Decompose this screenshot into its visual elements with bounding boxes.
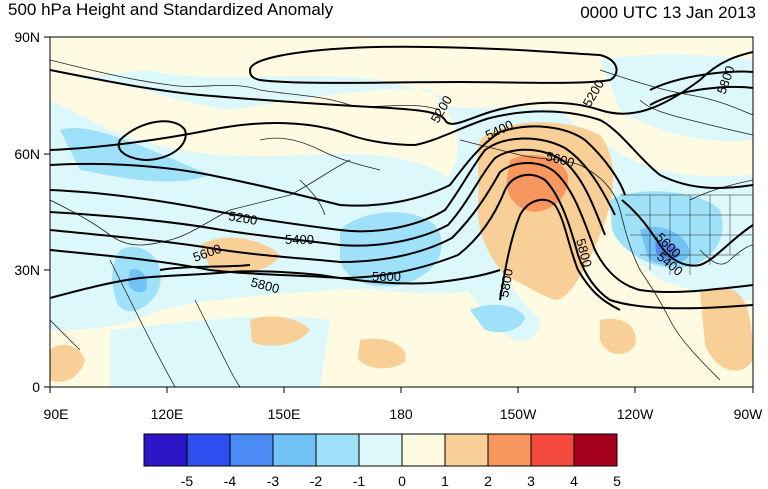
colorbar-tick-label: -5: [180, 473, 194, 489]
contour-label-5800-central: 5800: [496, 267, 516, 298]
longitude-label-150e: 150E: [267, 406, 301, 422]
colorbar-tick-label: 3: [527, 473, 535, 489]
latitude-label-30n: 30N: [14, 262, 40, 278]
longitude-label-90e: 90E: [43, 406, 69, 422]
colorbar-swatch: [186, 433, 231, 467]
latitude-ticks: [44, 36, 50, 388]
contour-label-5800-east: 5800: [573, 237, 595, 269]
colorbar-tick-label: 2: [484, 473, 492, 489]
longitude-label-150w: 150W: [499, 406, 537, 422]
us-state-boundaries: [620, 194, 753, 275]
colorbar-swatch: [444, 433, 489, 467]
colorbar-swatch: [487, 433, 532, 467]
map-datetime: 0000 UTC 13 Jan 2013: [580, 3, 756, 22]
longitude-label-120w: 120W: [616, 406, 654, 422]
colorbar-tick-label: 4: [570, 473, 578, 489]
contour-label-5400-central: 5400: [285, 232, 314, 247]
colorbar: [143, 433, 618, 467]
longitude-label-120e: 120E: [150, 406, 184, 422]
colorbar-swatch: [401, 433, 446, 467]
colorbar-tick-label: -4: [223, 473, 237, 489]
colorbar-tick-label: 0: [398, 473, 406, 489]
latitude-label-0: 0: [32, 379, 40, 395]
colorbar-swatch: [315, 433, 360, 467]
colorbar-swatch: [272, 433, 317, 467]
colorbar-tick-label: -1: [352, 473, 366, 489]
contour-label-5600-central: 5600: [372, 269, 401, 284]
contour-label-5200-west: 5200: [227, 208, 258, 228]
longitude-label-180: 180: [389, 406, 413, 422]
colorbar-swatch: [143, 433, 188, 467]
map-canvas: 5200 5200 5200 5400 5400 5400 5600 5600 …: [50, 37, 753, 387]
longitude-ticks: [49, 387, 754, 393]
colorbar-swatch: [229, 433, 274, 467]
colorbar-swatch: [573, 433, 618, 467]
colorbar-tick-label: -2: [309, 473, 323, 489]
colorbar-swatch: [358, 433, 403, 467]
latitude-label-90n: 90N: [14, 29, 40, 45]
contour-label-5600-north: 5600: [544, 148, 576, 170]
colorbar-tick-label: 5: [613, 473, 621, 489]
map-title: 500 hPa Height and Standardized Anomaly: [8, 0, 334, 19]
colorbar-tick-label: 1: [441, 473, 449, 489]
colorbar-tick-label: -3: [266, 473, 280, 489]
colorbar-swatch: [530, 433, 575, 467]
height-contours: [50, 45, 753, 311]
anomaly-positive-regions: [50, 122, 753, 382]
longitude-label-90w: 90W: [733, 406, 763, 422]
contour-label-5800-west: 5800: [249, 274, 281, 296]
latitude-label-60n: 60N: [14, 146, 40, 162]
